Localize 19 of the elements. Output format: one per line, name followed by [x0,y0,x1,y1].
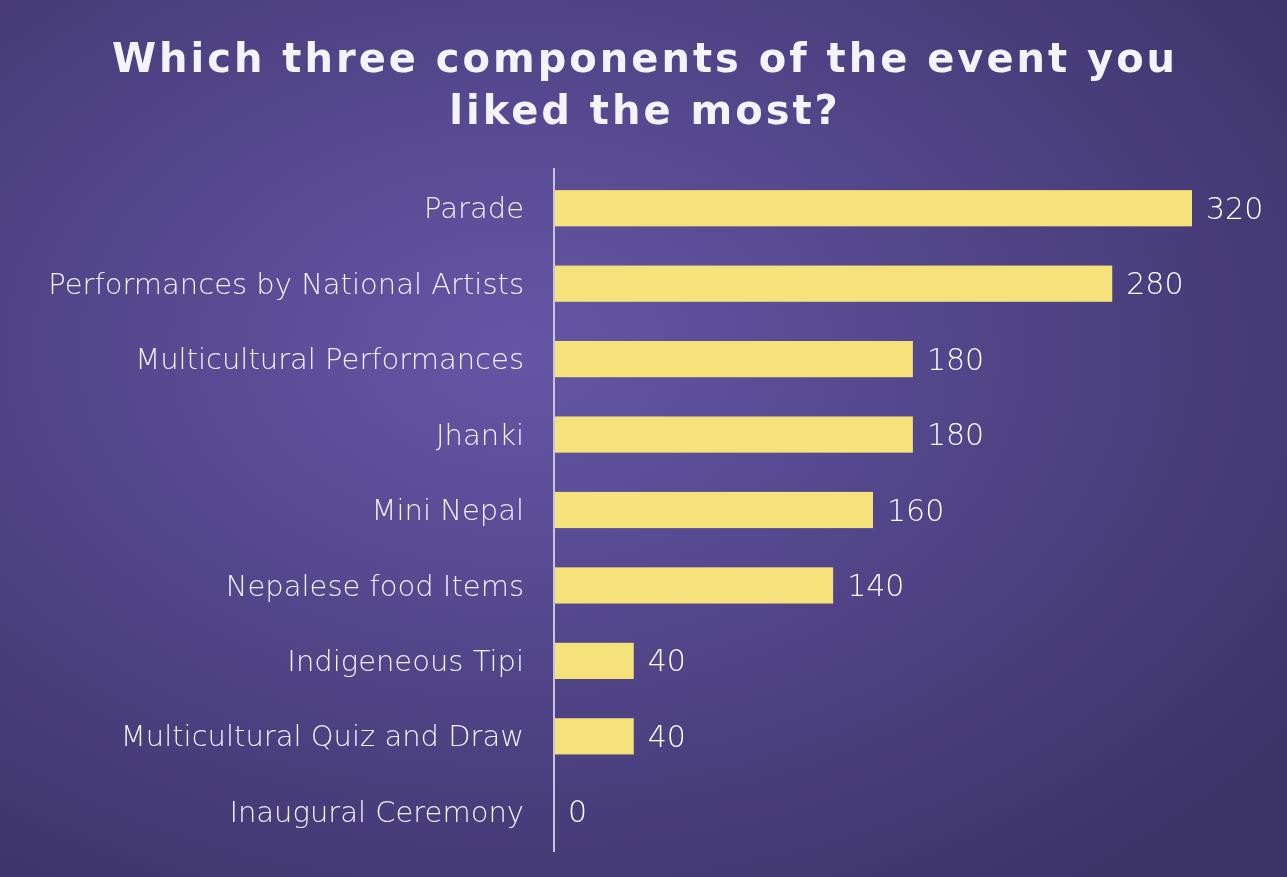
y-tick-label: Indigeneous Tipi [287,644,524,679]
data-label: 0 [568,794,588,830]
y-tick-label: Performances by National Artists [48,266,524,301]
data-label: 140 [847,567,905,603]
data-label: 180 [926,417,985,453]
data-label: 180 [926,341,985,377]
data-label: 280 [1126,266,1184,302]
y-tick-label: Inaugural Ceremony [229,794,524,829]
data-label: 40 [647,718,686,754]
y-tick-label: Parade [424,191,524,226]
y-tick-label: Nepalese food Items [225,568,524,603]
y-tick-label: Mini Nepal [371,493,524,528]
data-label: 320 [1206,190,1264,226]
y-tick-label: Jhanki [436,417,524,452]
y-tick-label: Multicultural Performances [135,342,524,377]
y-tick-label: Multicultural Quiz and Draw [120,719,524,754]
data-label: 40 [647,643,686,679]
data-label: 160 [887,492,945,528]
chart-title: Which three components of the event you liked the most? [111,35,1179,133]
